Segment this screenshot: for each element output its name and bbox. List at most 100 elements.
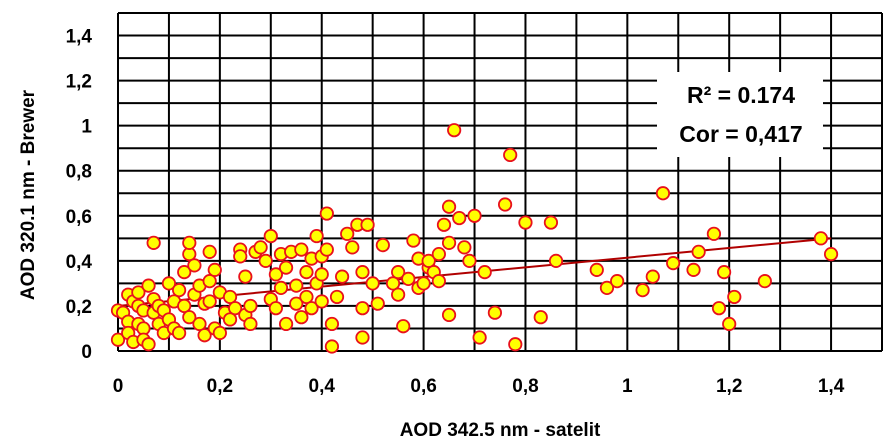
data-point [355, 265, 370, 280]
data-point [314, 294, 329, 309]
data-point [686, 262, 701, 277]
data-point [172, 283, 187, 298]
data-point [727, 289, 742, 305]
data-point [477, 265, 492, 280]
data-point [610, 274, 625, 289]
x-tick-label: 0 [113, 376, 124, 397]
data-point [289, 296, 304, 311]
data-point [253, 240, 268, 255]
y-tick-label: 0,6 [66, 207, 92, 228]
x-tick-label: 0,6 [410, 376, 436, 397]
data-point [243, 316, 258, 332]
x-tick-label: 0,4 [309, 376, 336, 397]
x-tick-label: 1,2 [716, 376, 742, 397]
data-point [503, 147, 518, 163]
data-point [192, 316, 207, 332]
data-point [309, 228, 324, 244]
data-point [452, 210, 467, 226]
x-tick-label: 0,8 [512, 376, 538, 397]
data-point [355, 330, 370, 345]
data-point [441, 307, 457, 323]
data-point [416, 276, 431, 291]
data-point [263, 228, 278, 244]
data-point [258, 253, 273, 268]
data-point [324, 339, 340, 354]
data-point [717, 265, 732, 280]
data-point [436, 217, 452, 232]
y-tick-label: 1,4 [66, 27, 93, 48]
data-point [335, 269, 350, 284]
data-point [202, 294, 217, 309]
data-point [391, 287, 406, 302]
data-point [635, 283, 650, 298]
data-point [177, 298, 192, 314]
data-point [238, 269, 253, 284]
data-point [467, 208, 482, 223]
data-point [391, 265, 406, 280]
data-point [278, 316, 294, 332]
correlation-label: Cor = 0,417 [679, 121, 802, 147]
data-point [396, 319, 411, 334]
data-point [294, 310, 309, 325]
data-point [182, 235, 197, 250]
data-point [518, 215, 533, 230]
data-point [294, 242, 309, 257]
data-point [212, 325, 227, 341]
data-point [314, 267, 329, 282]
data-point [345, 240, 360, 255]
data-point [487, 305, 503, 320]
data-point [441, 199, 457, 214]
data-point [202, 274, 217, 289]
y-tick-label: 0,8 [66, 162, 92, 183]
data-point [324, 316, 340, 332]
x-axis-label: AOD 342.5 nm - satelit [400, 420, 601, 441]
data-point [375, 237, 390, 253]
data-point [497, 197, 513, 212]
trendline-layer [117, 237, 832, 307]
data-point [462, 253, 477, 268]
data-point [268, 301, 283, 316]
data-point [319, 206, 334, 221]
y-tick-label: 0 [81, 342, 92, 363]
data-point [273, 280, 289, 296]
data-point [110, 332, 126, 347]
data-point [457, 240, 472, 255]
data-point [141, 278, 156, 293]
data-point [666, 256, 681, 271]
data-point [548, 253, 564, 268]
r-squared-label: R² = 0.174 [687, 82, 795, 108]
data-point [222, 312, 238, 327]
data-point [299, 265, 314, 280]
data-point [243, 298, 258, 314]
y-axis-label: AOD 320.1 nm - Brewer [18, 89, 39, 300]
data-point [207, 262, 222, 277]
x-tick-label: 0,2 [207, 376, 233, 397]
data-point [340, 226, 355, 241]
data-point [691, 244, 706, 259]
data-point [146, 235, 161, 250]
points-layer [110, 123, 839, 354]
y-tick-label: 1 [81, 117, 92, 138]
data-point [406, 233, 421, 248]
data-point [431, 247, 446, 262]
data-point [187, 258, 202, 273]
data-point [813, 231, 828, 246]
data-point [421, 253, 436, 268]
data-point [441, 235, 457, 250]
data-point [508, 337, 523, 352]
data-point [319, 242, 334, 257]
data-point [228, 301, 243, 316]
data-point [197, 328, 212, 343]
tick-labels: 0 0,2 0,4 0,6 0,8 1 1,2 1,4 0 0,2 0,4 0,6 0,8 1 1,2 1,4 [66, 27, 845, 397]
data-point [161, 276, 177, 291]
data-point [401, 271, 416, 286]
data-point [655, 186, 671, 201]
y-tick-label: 1,2 [66, 72, 92, 93]
x-tick-label: 1,4 [818, 376, 845, 397]
data-point [472, 330, 487, 345]
stats-box [657, 72, 823, 157]
data-point [370, 296, 385, 311]
data-point [233, 249, 248, 264]
data-point [757, 274, 772, 289]
